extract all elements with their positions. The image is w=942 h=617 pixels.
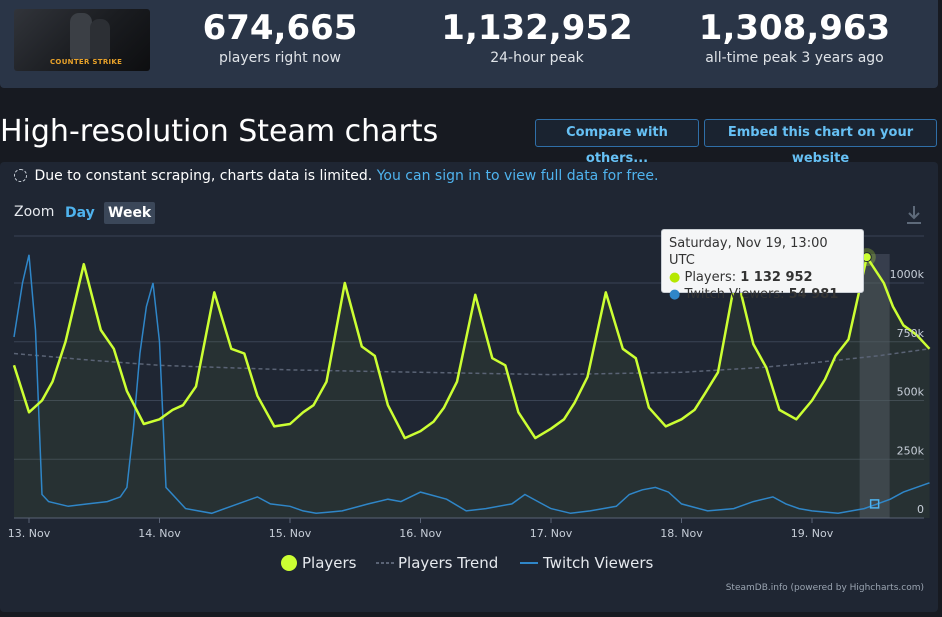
tooltip-players-row: ● Players: 1 132 952 xyxy=(669,269,856,286)
compare-button[interactable]: Compare with others... xyxy=(535,119,699,166)
zoom-week-button[interactable]: Week xyxy=(104,202,156,224)
embed-chart-button[interactable]: Embed this chart on your website xyxy=(704,119,937,166)
alltime-peak-stat: 1,308,963 all-time peak 3 years ago xyxy=(682,8,907,68)
soldier-figure xyxy=(70,13,92,59)
notice-text: Due to constant scraping, charts data is… xyxy=(34,168,373,184)
day-peak-value: 1,132,952 xyxy=(441,8,633,48)
players-dot-icon: ● xyxy=(669,270,681,285)
tooltip-players-label: Players: xyxy=(684,270,737,285)
current-players-label: players right now xyxy=(219,50,341,66)
game-thumbnail[interactable]: COUNTER STRIKE xyxy=(14,9,150,71)
day-peak-stat: 1,132,952 24-hour peak xyxy=(432,8,642,68)
page-title: High-resolution Steam charts xyxy=(0,114,439,149)
zoom-label: Zoom xyxy=(14,204,55,220)
tooltip-twitch-value: 54 981 xyxy=(788,287,839,302)
data-notice: Due to constant scraping, charts data is… xyxy=(14,168,658,184)
current-players-stat: 674,665 players right now xyxy=(180,8,380,68)
current-players-value: 674,665 xyxy=(202,8,358,48)
tooltip-title: Saturday, Nov 19, 13:00 UTC xyxy=(669,236,828,268)
alltime-peak-label: all-time peak 3 years ago xyxy=(705,50,884,66)
tooltip-twitch-row: ● Twitch Viewers: 54 981 xyxy=(669,286,856,303)
stats-header: COUNTER STRIKE 674,665 players right now… xyxy=(0,0,938,88)
loading-circle-icon xyxy=(14,169,27,182)
tooltip-twitch-label: Twitch Viewers: xyxy=(684,287,785,302)
soldier-figure-2 xyxy=(90,19,110,59)
download-icon[interactable] xyxy=(904,204,924,226)
game-logo-text: COUNTER STRIKE xyxy=(50,58,123,66)
sign-in-link[interactable]: You can sign in to view full data for fr… xyxy=(376,168,659,184)
twitch-dot-icon: ● xyxy=(669,287,681,302)
day-peak-label: 24-hour peak xyxy=(490,50,584,66)
chart-credit[interactable]: SteamDB.info (powered by Highcharts.com) xyxy=(725,583,924,593)
tooltip-players-value: 1 132 952 xyxy=(740,270,813,285)
chart-tooltip: Saturday, Nov 19, 13:00 UTC ● Players: 1… xyxy=(661,229,864,302)
zoom-day-button[interactable]: Day xyxy=(65,205,95,221)
alltime-peak-value: 1,308,963 xyxy=(698,8,891,48)
